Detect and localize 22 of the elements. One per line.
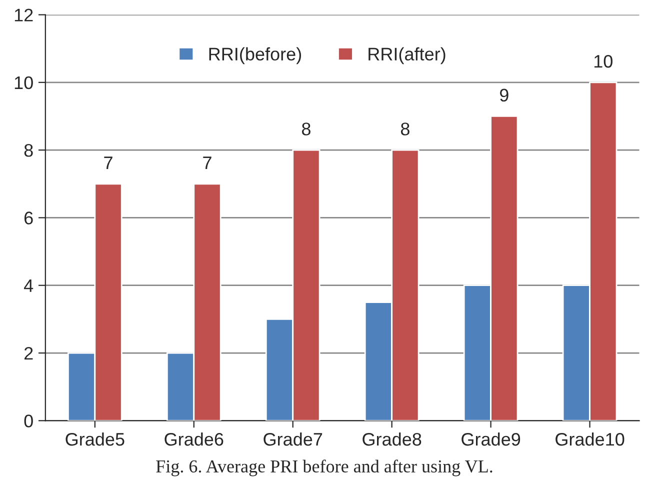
x-tick-label: Grade10 xyxy=(556,432,624,446)
x-tick-label: Grade9 xyxy=(462,432,520,446)
data-label: 10 xyxy=(594,54,612,68)
data-label: 9 xyxy=(500,88,508,102)
x-tick-label: Grade8 xyxy=(362,432,422,446)
data-label: 7 xyxy=(104,156,112,170)
x-tick-label: Grade5 xyxy=(66,432,124,446)
y-tick-label: 10 xyxy=(14,76,33,90)
y-tick-label: 2 xyxy=(24,346,33,360)
data-label: 8 xyxy=(400,122,410,136)
data-label: 7 xyxy=(203,156,212,170)
y-tick-label: 8 xyxy=(24,144,33,157)
data-label: 8 xyxy=(302,122,310,136)
x-tick-label: Grade7 xyxy=(264,432,322,446)
y-tick-label: 0 xyxy=(24,414,33,428)
legend-label: RRI(before) xyxy=(209,47,302,64)
y-tick-label: 12 xyxy=(14,8,33,22)
y-tick-label: 6 xyxy=(24,212,33,224)
caption: Fig. 6. Average PRI before and after using VL. xyxy=(156,460,492,476)
y-tick-label: 4 xyxy=(24,279,34,292)
x-tick-label: Grade6 xyxy=(164,432,224,446)
legend-label: RRI(after) xyxy=(368,47,446,64)
